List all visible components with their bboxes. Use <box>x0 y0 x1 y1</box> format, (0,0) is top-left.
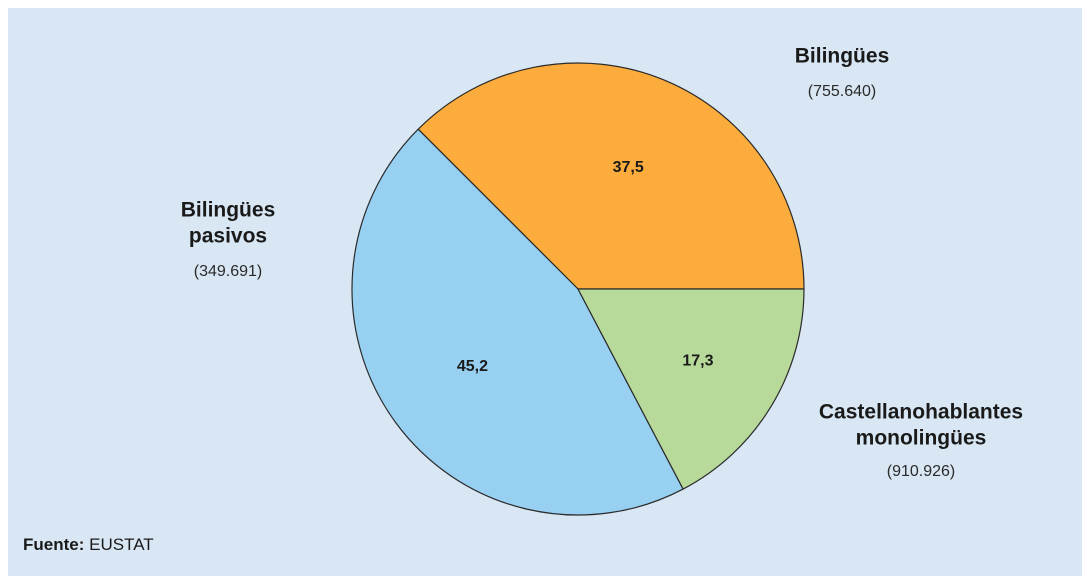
category-label-castellanohablantes-monolingues-line-1: Castellanohablantes <box>819 401 1023 424</box>
labels-layer: 37,5 Bilingües (755.640) 45,2 Castellanohabl… <box>181 45 1023 481</box>
source-label: Fuente: <box>23 535 85 554</box>
value-label-bilingues-pasivos: 17,3 <box>682 353 713 370</box>
count-label-bilingues-pasivos: (349.691) <box>194 263 263 280</box>
slice-castellanohablantes-monolingues <box>351 128 684 516</box>
category-label-bilingues-pasivos-line-1: Bilingües <box>181 199 276 222</box>
count-label-castellanohablantes-monolingues: (910.926) <box>887 463 956 480</box>
slices-layer <box>351 62 805 516</box>
value-label-bilingues: 37,5 <box>613 159 644 176</box>
source-value: EUSTAT <box>89 535 154 554</box>
value-label-castellanohablantes-monolingues: 45,2 <box>457 358 488 375</box>
category-label-bilingues-line-1: Bilingües <box>795 45 890 68</box>
slice-bilingues <box>417 62 805 290</box>
category-label-bilingues-pasivos-line-2: pasivos <box>189 225 267 248</box>
category-label-castellanohablantes-monolingues-line-2: monolingües <box>856 427 987 450</box>
count-label-bilingues: (755.640) <box>808 83 877 100</box>
slice-bilingues-pasivos <box>577 288 805 490</box>
source-note: Fuente: EUSTAT <box>23 535 154 555</box>
